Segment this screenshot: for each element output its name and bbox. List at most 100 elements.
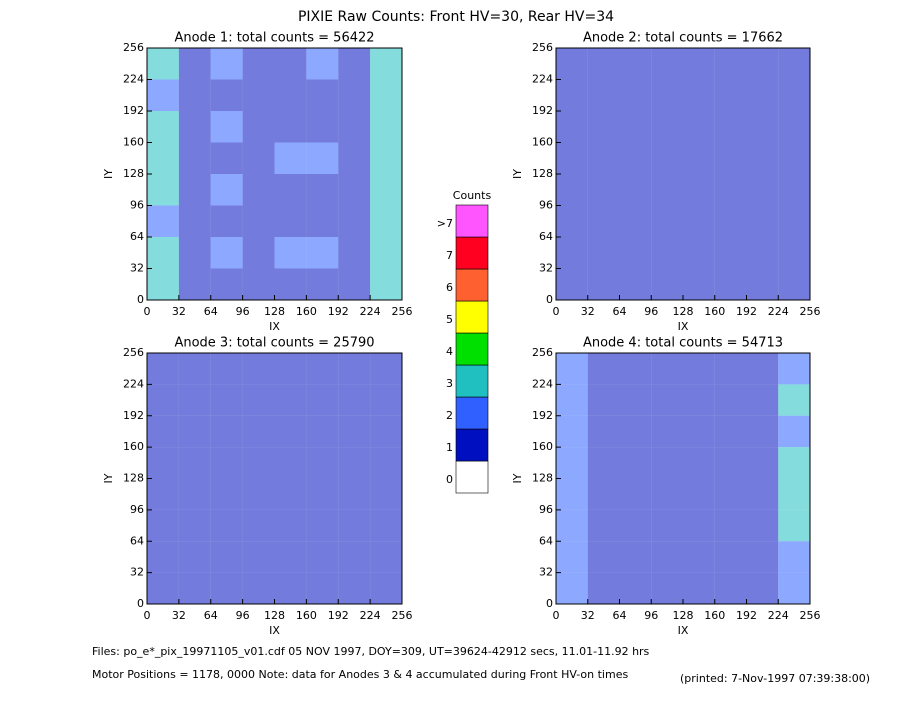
heat-cell	[778, 174, 810, 206]
heat-cell	[651, 509, 683, 542]
heat-cell	[338, 79, 371, 111]
heat-cell	[714, 384, 747, 416]
y-tick-label: 224	[532, 377, 553, 390]
y-tick-label: 64	[130, 230, 144, 243]
heat-cell	[306, 237, 339, 269]
heat-cell	[651, 268, 683, 300]
heat-cell	[683, 237, 715, 269]
heat-cell	[651, 79, 683, 111]
heat-cell	[556, 509, 588, 542]
heat-cell	[746, 268, 779, 300]
x-tick-label: 32	[581, 305, 595, 318]
heat-cell	[746, 415, 779, 448]
x-tick-label: 32	[172, 305, 186, 318]
y-tick-label: 192	[123, 409, 144, 422]
heat-cell	[746, 48, 779, 80]
heat-cell	[619, 478, 652, 510]
heat-cell	[746, 447, 779, 479]
heat-cell	[306, 174, 339, 206]
heat-cell	[210, 353, 243, 385]
heat-cell	[619, 541, 652, 573]
heat-cell	[619, 447, 652, 479]
x-tick-label: 64	[613, 609, 627, 622]
heat-cell	[370, 142, 402, 174]
heat-cell	[147, 268, 179, 300]
heat-cell	[651, 142, 683, 174]
heat-cell	[683, 384, 715, 416]
colorbar-title: Counts	[453, 189, 492, 202]
heat-cell	[587, 48, 620, 80]
heat-cell	[556, 268, 588, 300]
heat-cell	[242, 415, 275, 448]
colorbar-label: 7	[446, 249, 453, 262]
heat-cell	[338, 174, 371, 206]
heat-cell	[556, 142, 588, 174]
y-axis-label: IY	[102, 473, 115, 483]
heat-cell	[178, 142, 211, 174]
heat-cell	[746, 572, 779, 604]
heat-cell	[338, 111, 371, 143]
x-tick-label: 96	[644, 609, 658, 622]
heat-cell	[778, 541, 810, 573]
heat-cell	[370, 415, 402, 448]
heat-cell	[370, 237, 402, 269]
heat-cell	[178, 111, 211, 143]
heat-cell	[619, 353, 652, 385]
heat-cell	[683, 142, 715, 174]
heat-cell	[147, 174, 179, 206]
heat-cell	[683, 509, 715, 542]
x-tick-label: 64	[204, 305, 218, 318]
heat-cell	[338, 415, 371, 448]
heat-cell	[370, 447, 402, 479]
heat-cell	[714, 79, 747, 111]
heat-cell	[306, 415, 339, 448]
heat-cell	[556, 237, 588, 269]
x-tick-label: 64	[204, 609, 218, 622]
heat-cell	[338, 447, 371, 479]
x-tick-label: 128	[264, 305, 285, 318]
heat-cell	[210, 205, 243, 237]
panel-title: Anode 1: total counts = 56422	[174, 31, 374, 46]
heat-cell	[778, 268, 810, 300]
heat-cell	[370, 79, 402, 111]
heat-cell	[778, 415, 810, 448]
heat-cell	[587, 415, 620, 448]
heat-cell	[274, 384, 307, 416]
heat-cell	[714, 572, 747, 604]
heat-cell	[210, 174, 243, 206]
y-tick-label: 32	[539, 262, 553, 275]
x-axis-label: IX	[269, 320, 280, 333]
heat-cell	[651, 237, 683, 269]
x-tick-label: 224	[360, 609, 381, 622]
heat-cell	[178, 509, 211, 542]
x-tick-label: 0	[553, 305, 560, 318]
heat-cell	[683, 572, 715, 604]
heat-cell	[587, 174, 620, 206]
y-tick-label: 224	[123, 73, 144, 86]
heat-cell	[683, 111, 715, 143]
heat-cell	[714, 478, 747, 510]
heat-cell	[370, 353, 402, 385]
heat-cell	[274, 79, 307, 111]
heat-cell	[683, 79, 715, 111]
heat-cell	[338, 478, 371, 510]
y-tick-label: 224	[532, 73, 553, 86]
x-tick-label: 96	[644, 305, 658, 318]
heat-cell	[370, 509, 402, 542]
y-tick-label: 128	[123, 472, 144, 485]
heat-cell	[556, 79, 588, 111]
heat-cell	[147, 384, 179, 416]
y-tick-label: 0	[546, 293, 553, 306]
colorbar-swatch	[455, 236, 489, 270]
heat-cell	[242, 541, 275, 573]
heat-cell	[746, 478, 779, 510]
heat-cell	[306, 384, 339, 416]
colorbar-label: 6	[446, 281, 453, 294]
y-tick-label: 192	[532, 409, 553, 422]
heat-cell	[147, 415, 179, 448]
heat-cell	[746, 509, 779, 542]
heat-cell	[746, 205, 779, 237]
heat-cell	[178, 415, 211, 448]
heat-cell	[210, 572, 243, 604]
heat-cell	[556, 447, 588, 479]
